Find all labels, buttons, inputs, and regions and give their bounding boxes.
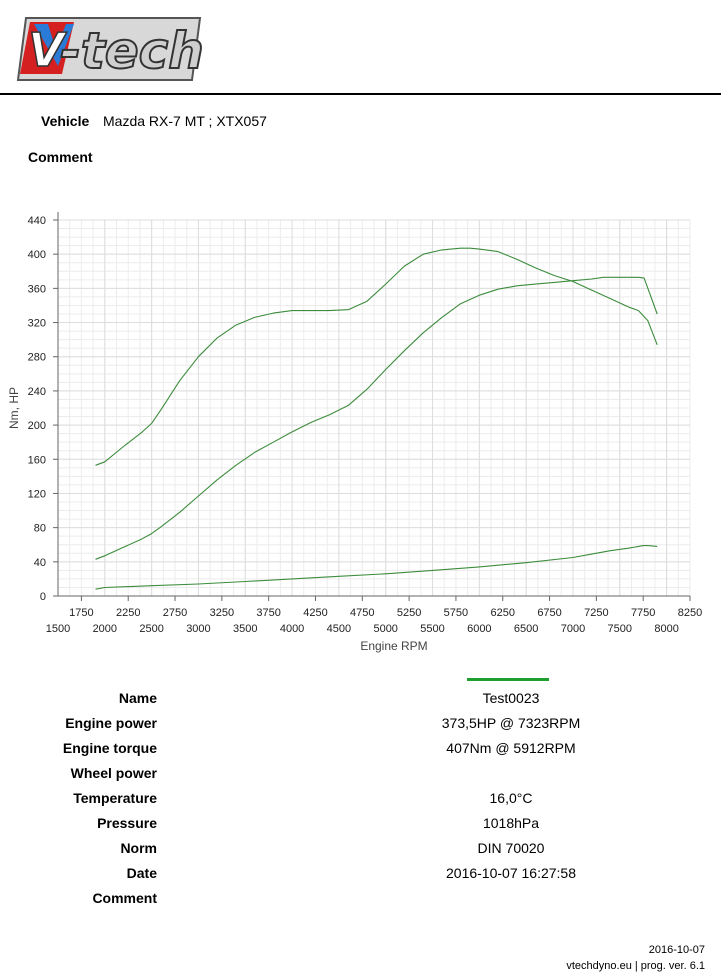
comment-label: Comment (28, 149, 93, 165)
x-tick-label: 2750 (163, 607, 187, 619)
vehicle-value: Mazda RX-7 MT ; XTX057 (103, 113, 267, 129)
x-tick-label: 6750 (537, 607, 561, 619)
x-tick-label: 4750 (350, 607, 374, 619)
x-tick-label: 3250 (210, 607, 234, 619)
result-value: 2016-10-07 16:27:58 (446, 865, 576, 881)
x-tick-label: 3000 (186, 623, 210, 635)
series-line-engine-torque (95, 247, 658, 466)
result-label: Engine power (65, 715, 157, 731)
result-label: Temperature (73, 790, 157, 806)
legend-line (467, 678, 549, 681)
x-tick-label: 8000 (654, 623, 678, 635)
x-tick-label: 8250 (678, 607, 702, 619)
series-line-wheel-power (95, 545, 658, 590)
vtech-logo: -tech V (16, 17, 204, 81)
result-row: Date 2016-10-07 16:27:58 (0, 865, 721, 885)
x-tick-label: 4500 (327, 623, 351, 635)
result-value: Test0023 (482, 690, 540, 706)
x-tick-label: 3500 (233, 623, 257, 635)
y-axis-label: Nm, HP (7, 387, 21, 429)
x-tick-label: 2000 (93, 623, 117, 635)
result-value: 16,0°C (489, 790, 533, 806)
x-tick-label: 5000 (373, 623, 397, 635)
y-tick-label: 440 (28, 215, 46, 227)
x-tick-label: 6000 (467, 623, 491, 635)
x-tick-label: 3750 (256, 607, 280, 619)
x-tick-label: 2250 (116, 607, 140, 619)
result-row: Name Test0023 (0, 690, 721, 710)
x-tick-label: 4000 (280, 623, 304, 635)
y-tick-label: 200 (28, 420, 46, 432)
result-value: 373,5HP @ 7323RPM (441, 715, 581, 731)
result-label: Name (118, 690, 157, 706)
svg-text:V: V (28, 23, 67, 77)
x-tick-label: 7250 (584, 607, 608, 619)
x-tick-label: 5500 (420, 623, 444, 635)
x-tick-label: 7750 (631, 607, 655, 619)
result-value: 1018hPa (482, 815, 540, 831)
y-tick-label: 0 (40, 591, 46, 603)
result-label: Wheel power (70, 765, 157, 781)
x-tick-label: 1500 (46, 623, 70, 635)
vehicle-label: Vehicle (41, 113, 90, 129)
header-rule (0, 93, 721, 95)
result-row: Wheel power (0, 765, 721, 785)
result-value: DIN 70020 (477, 840, 545, 856)
y-tick-label: 240 (28, 386, 46, 398)
footer-program: vtechdyno.eu | prog. ver. 6.1 (566, 960, 705, 972)
series-line-engine-power (95, 276, 658, 560)
y-tick-label: 320 (28, 318, 46, 330)
x-tick-label: 1750 (69, 607, 93, 619)
x-tick-label: 4250 (303, 607, 327, 619)
y-tick-label: 280 (28, 352, 46, 364)
result-label: Comment (92, 890, 157, 906)
y-tick-label: 360 (28, 283, 46, 295)
result-label: Pressure (97, 815, 157, 831)
x-tick-label: 2500 (139, 623, 163, 635)
result-row: Comment (0, 890, 721, 910)
y-tick-label: 160 (28, 454, 46, 466)
x-tick-label: 6250 (490, 607, 514, 619)
result-row: Engine power 373,5HP @ 7323RPM (0, 715, 721, 735)
y-tick-label: 400 (28, 249, 46, 261)
x-axis-label: Engine RPM (360, 639, 427, 653)
y-tick-label: 120 (28, 488, 46, 500)
dyno-chart: 0 40 80 120 160 200 240 280 320 360 400 440 1500 2000… (7, 212, 702, 653)
x-tick-label: 7000 (561, 623, 585, 635)
x-tick-label: 5750 (444, 607, 468, 619)
result-value: 407Nm @ 5912RPM (446, 740, 576, 756)
x-tick-label: 7500 (608, 623, 632, 635)
x-tick-label: 5250 (397, 607, 421, 619)
result-row: Pressure 1018hPa (0, 815, 721, 835)
x-tick-label: 6500 (514, 623, 538, 635)
result-row: Temperature 16,0°C (0, 790, 721, 810)
svg-text:-tech: -tech (60, 22, 204, 80)
result-label: Norm (120, 840, 157, 856)
result-label: Engine torque (62, 740, 157, 756)
footer-date: 2016-10-07 (648, 944, 705, 956)
y-tick-label: 80 (34, 523, 46, 535)
result-row: Engine torque 407Nm @ 5912RPM (0, 740, 721, 760)
result-row: Norm DIN 70020 (0, 840, 721, 860)
result-label: Date (126, 865, 157, 881)
y-tick-label: 40 (34, 557, 46, 569)
